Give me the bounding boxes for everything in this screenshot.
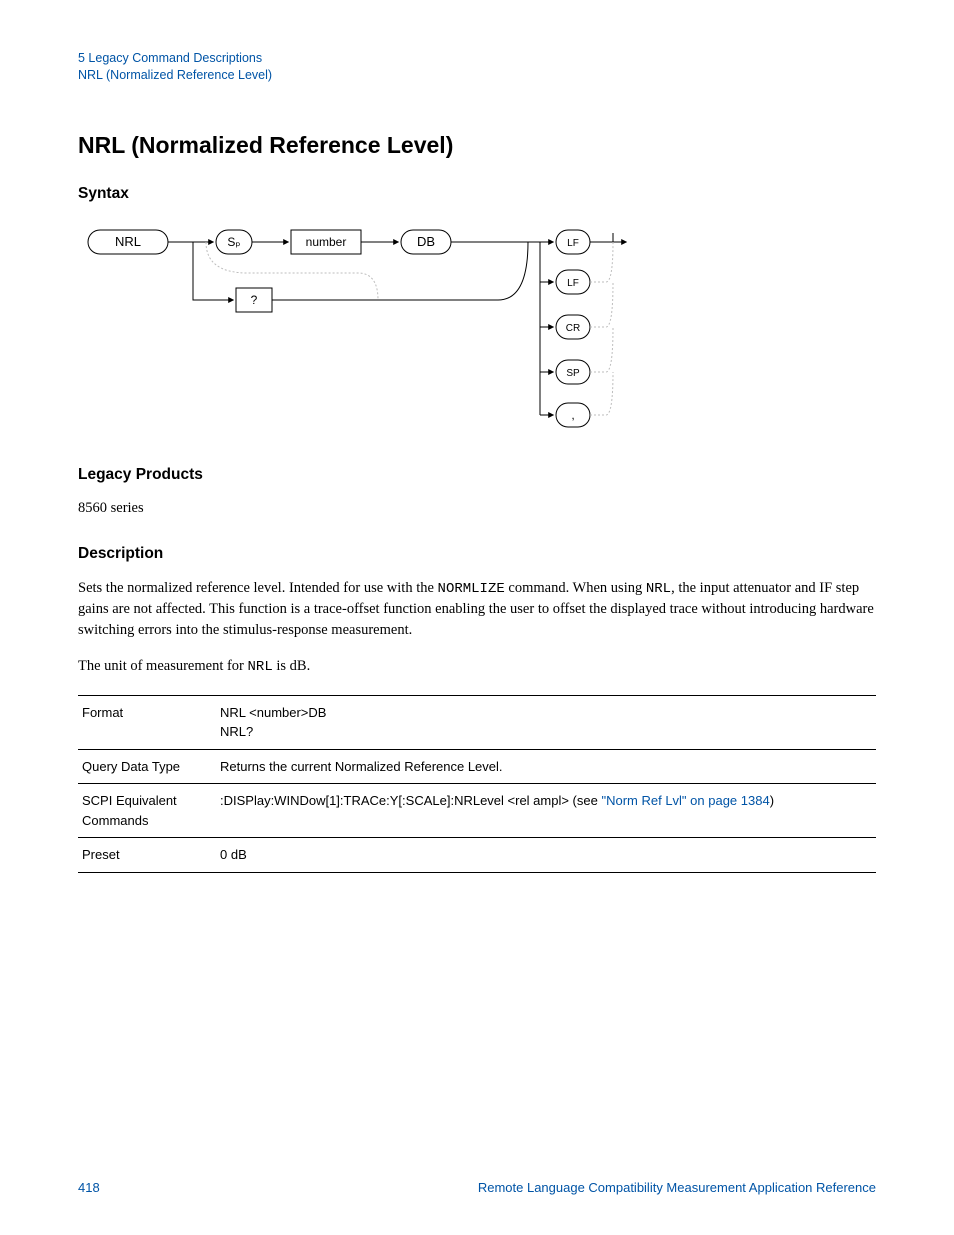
diagram-node-lf1: LF — [567, 238, 579, 249]
info-table: Format NRL <number>DB NRL? Query Data Ty… — [78, 695, 876, 873]
header-line-2: NRL (Normalized Reference Level) — [78, 67, 876, 84]
row-label: SCPI Equivalent Commands — [78, 784, 216, 838]
diagram-node-db: DB — [417, 234, 435, 249]
desc-p1-cmd1: NORMLIZE — [438, 581, 505, 597]
page-footer: 418 Remote Language Compatibility Measur… — [78, 1180, 876, 1195]
desc-p2-a: The unit of measurement for — [78, 658, 248, 674]
legacy-body: 8560 series — [78, 498, 876, 519]
syntax-heading: Syntax — [78, 185, 876, 203]
row-value: :DISPlay:WINDow[1]:TRACe:Y[:SCALe]:NRLev… — [216, 784, 876, 838]
scpi-text-a: :DISPlay:WINDow[1]:TRACe:Y[:SCALe]:NRLev… — [220, 793, 601, 808]
table-row: Preset 0 dB — [78, 838, 876, 873]
desc-p1-b: command. When using — [505, 580, 646, 596]
format-line-2: NRL? — [220, 722, 872, 742]
format-line-1: NRL <number>DB — [220, 703, 872, 723]
row-label: Query Data Type — [78, 749, 216, 784]
diagram-node-lf2: LF — [567, 278, 579, 289]
diagram-node-number: number — [306, 235, 347, 249]
table-row: Format NRL <number>DB NRL? — [78, 695, 876, 749]
diagram-node-nrl: NRL — [115, 234, 141, 249]
doc-title: Remote Language Compatibility Measuremen… — [478, 1180, 876, 1195]
desc-p2-cmd: NRL — [248, 659, 273, 675]
desc-p1-a: Sets the normalized reference level. Int… — [78, 580, 438, 596]
page: 5 Legacy Command Descriptions NRL (Norma… — [0, 0, 954, 1235]
scpi-link[interactable]: "Norm Ref Lvl" on page 1384 — [601, 793, 769, 808]
description-p1: Sets the normalized reference level. Int… — [78, 578, 876, 641]
header-line-1: 5 Legacy Command Descriptions — [78, 50, 876, 67]
table-row: Query Data Type Returns the current Norm… — [78, 749, 876, 784]
syntax-diagram: NRL Sₚ number DB ? — [78, 215, 638, 440]
row-label: Preset — [78, 838, 216, 873]
description-p2: The unit of measurement for NRL is dB. — [78, 656, 876, 677]
row-value: 0 dB — [216, 838, 876, 873]
diagram-node-sp2: SP — [566, 368, 580, 379]
diagram-node-cr: CR — [566, 323, 580, 334]
row-value: Returns the current Normalized Reference… — [216, 749, 876, 784]
diagram-node-q: ? — [251, 293, 258, 307]
desc-p1-cmd2: NRL — [646, 581, 671, 597]
diagram-node-sp: Sₚ — [227, 235, 240, 249]
row-label: Format — [78, 695, 216, 749]
scpi-text-b: ) — [770, 793, 774, 808]
page-title: NRL (Normalized Reference Level) — [78, 132, 876, 159]
page-header: 5 Legacy Command Descriptions NRL (Norma… — [78, 50, 876, 84]
legacy-heading: Legacy Products — [78, 466, 876, 484]
table-row: SCPI Equivalent Commands :DISPlay:WINDow… — [78, 784, 876, 838]
description-heading: Description — [78, 545, 876, 563]
diagram-node-comma: , — [571, 408, 574, 422]
page-number: 418 — [78, 1180, 100, 1195]
desc-p2-b: is dB. — [273, 658, 310, 674]
row-value: NRL <number>DB NRL? — [216, 695, 876, 749]
